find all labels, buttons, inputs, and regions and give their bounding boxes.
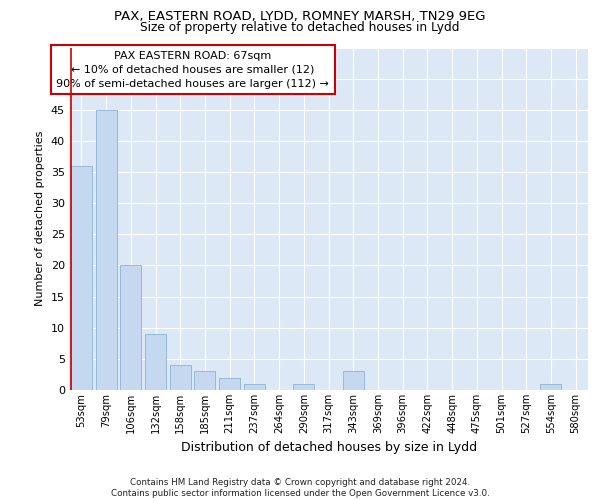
- Text: Distribution of detached houses by size in Lydd: Distribution of detached houses by size …: [181, 441, 477, 454]
- Bar: [244, 384, 265, 390]
- Bar: [219, 378, 240, 390]
- Bar: [95, 110, 116, 390]
- Bar: [120, 266, 141, 390]
- Bar: [293, 384, 314, 390]
- Text: Size of property relative to detached houses in Lydd: Size of property relative to detached ho…: [140, 22, 460, 35]
- Bar: [71, 166, 92, 390]
- Y-axis label: Number of detached properties: Number of detached properties: [35, 131, 45, 306]
- Bar: [170, 365, 191, 390]
- Bar: [343, 372, 364, 390]
- Text: Contains HM Land Registry data © Crown copyright and database right 2024.
Contai: Contains HM Land Registry data © Crown c…: [110, 478, 490, 498]
- Bar: [194, 372, 215, 390]
- Bar: [145, 334, 166, 390]
- Text: PAX, EASTERN ROAD, LYDD, ROMNEY MARSH, TN29 9EG: PAX, EASTERN ROAD, LYDD, ROMNEY MARSH, T…: [114, 10, 486, 23]
- Text: PAX EASTERN ROAD: 67sqm
← 10% of detached houses are smaller (12)
90% of semi-de: PAX EASTERN ROAD: 67sqm ← 10% of detache…: [56, 50, 329, 88]
- Bar: [541, 384, 562, 390]
